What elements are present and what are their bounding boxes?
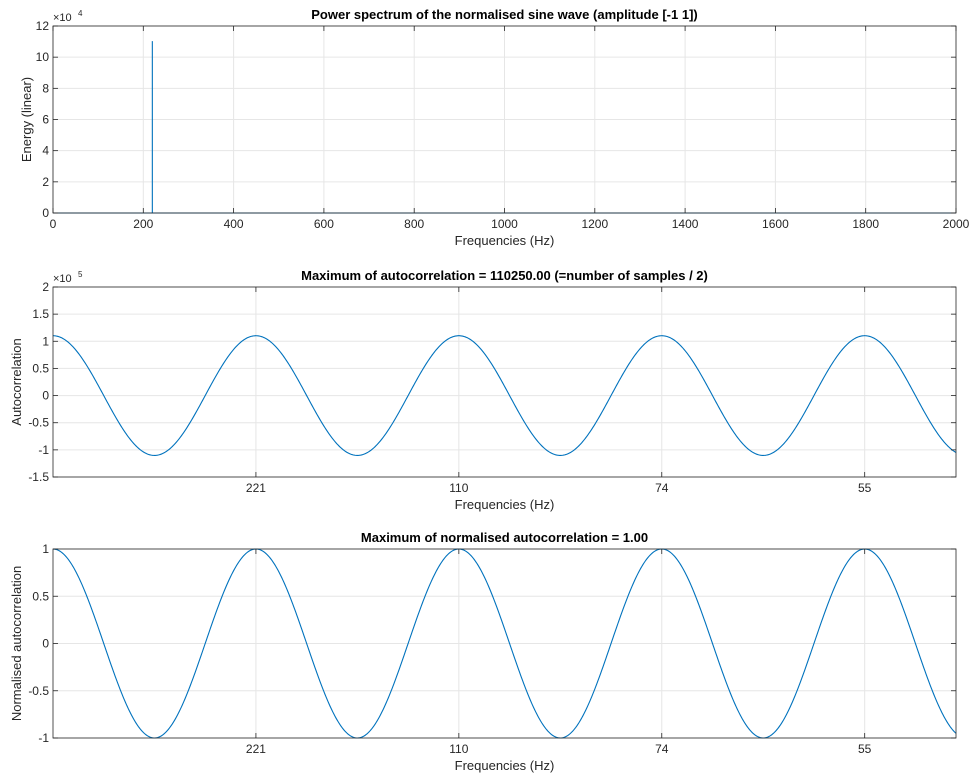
- y-tick-label: 10: [36, 50, 50, 64]
- x-tick-label: 400: [224, 217, 244, 231]
- y-axis-label: Energy (linear): [19, 77, 34, 162]
- plot-area: [53, 287, 956, 477]
- y-exponent-power: 5: [78, 270, 83, 279]
- y-tick-label: 1: [42, 334, 49, 348]
- x-tick-label: 200: [133, 217, 153, 231]
- y-tick-label: 1: [42, 542, 49, 556]
- x-tick-label: 1800: [852, 217, 879, 231]
- x-tick-label: 0: [50, 217, 57, 231]
- x-tick-label: 1600: [762, 217, 789, 231]
- y-tick-label: -1.5: [28, 470, 49, 484]
- x-tick-label: 800: [404, 217, 424, 231]
- x-tick-label: 110: [449, 481, 468, 495]
- y-tick-label: -0.5: [28, 416, 49, 430]
- x-tick-label: 221: [246, 742, 266, 756]
- y-tick-label: 8: [42, 81, 49, 95]
- x-tick-label: 55: [858, 481, 872, 495]
- y-tick-label: 6: [42, 113, 49, 127]
- chart-title: Maximum of autocorrelation = 110250.00 (…: [301, 268, 708, 283]
- x-tick-label: 74: [655, 481, 669, 495]
- x-axis-label: Frequencies (Hz): [455, 497, 555, 512]
- y-tick-label: 1.5: [32, 307, 49, 321]
- y-exponent-label: ×10: [53, 273, 72, 285]
- chart-normalised-autocorrelation: 221 110 74 55 -1 -0.5 0 0.5 1 Maximum of normalis…: [9, 530, 957, 773]
- x-tick-label: 55: [858, 742, 872, 756]
- y-tick-label: 0: [42, 389, 49, 403]
- y-tick-label: 2: [42, 175, 49, 189]
- x-tick-label: 1000: [491, 217, 518, 231]
- y-axis-label: Normalised autocorrelation: [9, 566, 24, 721]
- y-tick-label: 12: [36, 19, 50, 33]
- series-line: [52, 335, 957, 456]
- y-tick-label: 0.5: [32, 361, 49, 375]
- y-tick-label: 2: [42, 280, 49, 294]
- y-exponent-power: 4: [78, 9, 83, 18]
- x-tick-label: 110: [449, 742, 468, 756]
- series-line: [52, 548, 957, 739]
- y-tick-label: 4: [42, 144, 49, 158]
- chart-power-spectrum: 0 200 400 600 800 1000 1200 1400 1600 1800 2000 0 2 4…: [19, 7, 970, 248]
- x-tick-label: 74: [655, 742, 669, 756]
- x-axis-label: Frequencies (Hz): [455, 758, 555, 773]
- chart-autocorrelation: 221 110 74 55 -1.5 -1 -0.5 0 0.5 1 1.5 2 ×10 5 Maximum…: [9, 268, 957, 512]
- y-axis-label: Autocorrelation: [9, 338, 24, 425]
- x-axis-label: Frequencies (Hz): [455, 233, 555, 248]
- x-tick-label: 1400: [672, 217, 699, 231]
- chart-title: Maximum of normalised autocorrelation = …: [361, 530, 648, 545]
- y-tick-label: 0: [42, 637, 49, 651]
- x-tick-label: 1200: [581, 217, 608, 231]
- axes-box: [52, 286, 957, 478]
- x-tick-label: 600: [314, 217, 334, 231]
- y-tick-label: -1: [38, 731, 49, 745]
- x-tick-label: 2000: [943, 217, 970, 231]
- y-exponent-label: ×10: [53, 12, 72, 24]
- y-tick-label: -0.5: [28, 684, 49, 698]
- x-tick-label: 221: [246, 481, 266, 495]
- y-tick-label: 0.5: [32, 589, 49, 603]
- chart-title: Power spectrum of the normalised sine wa…: [311, 7, 697, 22]
- y-tick-label: 0: [42, 206, 49, 220]
- y-tick-label: -1: [38, 443, 49, 457]
